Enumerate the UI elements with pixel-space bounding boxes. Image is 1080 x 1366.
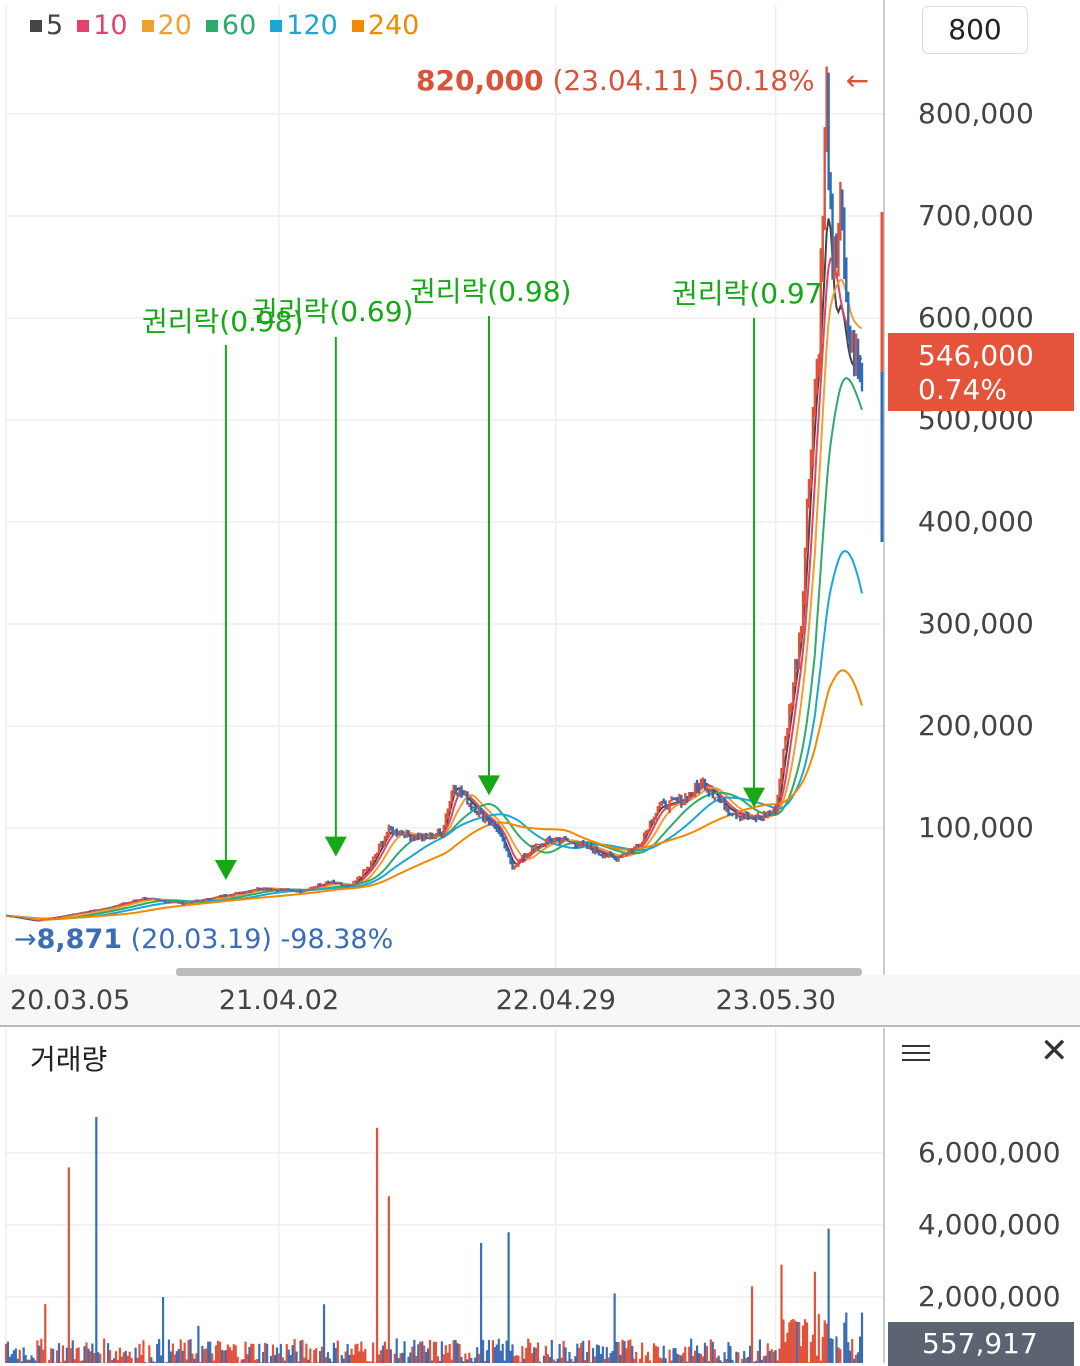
legend-swatch (30, 19, 42, 32)
y-tick-label: 100,000 (918, 811, 1034, 844)
legend-swatch (77, 19, 90, 32)
current-price-badge: 546,000 0.74% (888, 333, 1074, 411)
rights-annotation-label: 권리락(0.97 (672, 277, 823, 310)
legend-swatch (205, 19, 218, 32)
legend-swatch (141, 19, 154, 32)
rights-annotation-label: 권리락(0.69) (252, 295, 414, 328)
legend-ma240[interactable]: 240 (351, 10, 420, 41)
min-price: 8,871 (36, 924, 123, 955)
legend-swatch (351, 19, 364, 32)
max-price-marker: 820,000 (23.04.11) 50.18% ← (416, 64, 869, 97)
current-change-pct: 0.74% (918, 373, 1007, 406)
ma-line-60 (5, 377, 863, 920)
min-price-marker: →8,871 (20.03.19) -98.38% (14, 924, 393, 955)
x-tick-label: 20.03.05 (10, 985, 131, 1016)
annotation-arrow-icon (743, 787, 766, 808)
volume-y-tick-label: 2,000,000 (918, 1280, 1061, 1313)
horizontal-scrollbar[interactable] (176, 968, 862, 976)
legend-label: 60 (221, 10, 257, 41)
max-date: (23.04.11) (552, 64, 699, 97)
x-tick-label: 23.05.30 (715, 985, 836, 1016)
y-tick-label: 300,000 (918, 607, 1034, 640)
min-pct: -98.38% (280, 924, 394, 955)
y-tick-label: 800,000 (918, 97, 1034, 130)
rights-annotation-label: 권리락(0.98) (142, 305, 304, 338)
legend-ma60[interactable]: 60 (205, 10, 257, 41)
y-tick-label: 400,000 (918, 505, 1034, 538)
volume-bars (4, 1117, 864, 1363)
legend-label: 240 (367, 10, 420, 41)
legend-ma10[interactable]: 10 (77, 10, 128, 41)
ma-line-240 (5, 669, 863, 920)
min-arrow-icon: → (14, 924, 37, 955)
x-tick-label: 21.04.02 (218, 985, 340, 1016)
max-arrow-icon: ← (845, 64, 870, 97)
volume-grid (5, 1028, 884, 1363)
volume-y-tick-label: 4,000,000 (918, 1208, 1061, 1241)
x-axis-band (0, 975, 1080, 1027)
close-icon[interactable]: ✕ (1040, 1031, 1069, 1071)
max-price: 820,000 (416, 64, 544, 97)
menu-icon[interactable] (902, 1040, 930, 1064)
rights-annotation-label: 권리락(0.98) (410, 275, 572, 308)
volume-y-tick-label: 6,000,000 (918, 1136, 1061, 1169)
legend-ma20[interactable]: 20 (141, 10, 192, 41)
price-grid (5, 5, 884, 975)
legend-ma120[interactable]: 120 (270, 10, 338, 41)
legend-ma5[interactable]: 5 (30, 10, 63, 41)
legend-label: 5 (46, 10, 64, 41)
zoom-count-button[interactable]: 800 (922, 6, 1028, 54)
min-date: (20.03.19) (130, 924, 272, 955)
rights-annotations (214, 316, 766, 881)
annotation-arrow-icon (477, 775, 500, 796)
current-volume-badge: 557,917 (888, 1322, 1074, 1366)
legend-label: 20 (157, 10, 192, 41)
x-tick-label: 22.04.29 (495, 985, 616, 1016)
volume-panel-title: 거래량 (30, 1043, 108, 1076)
current-price: 546,000 (918, 339, 1034, 372)
max-pct: 50.18% (707, 64, 815, 97)
price-candles (6, 66, 864, 922)
y-tick-label: 700,000 (918, 199, 1034, 232)
ma-legend: 5 10 20 60 120 240 (30, 10, 419, 41)
y-tick-label: 600,000 (918, 301, 1034, 334)
legend-label: 10 (93, 10, 128, 41)
annotation-arrow-icon (214, 860, 237, 881)
legend-label: 120 (286, 10, 338, 41)
y-tick-label: 200,000 (918, 709, 1034, 742)
legend-swatch (270, 19, 283, 32)
annotation-arrow-icon (324, 836, 347, 857)
